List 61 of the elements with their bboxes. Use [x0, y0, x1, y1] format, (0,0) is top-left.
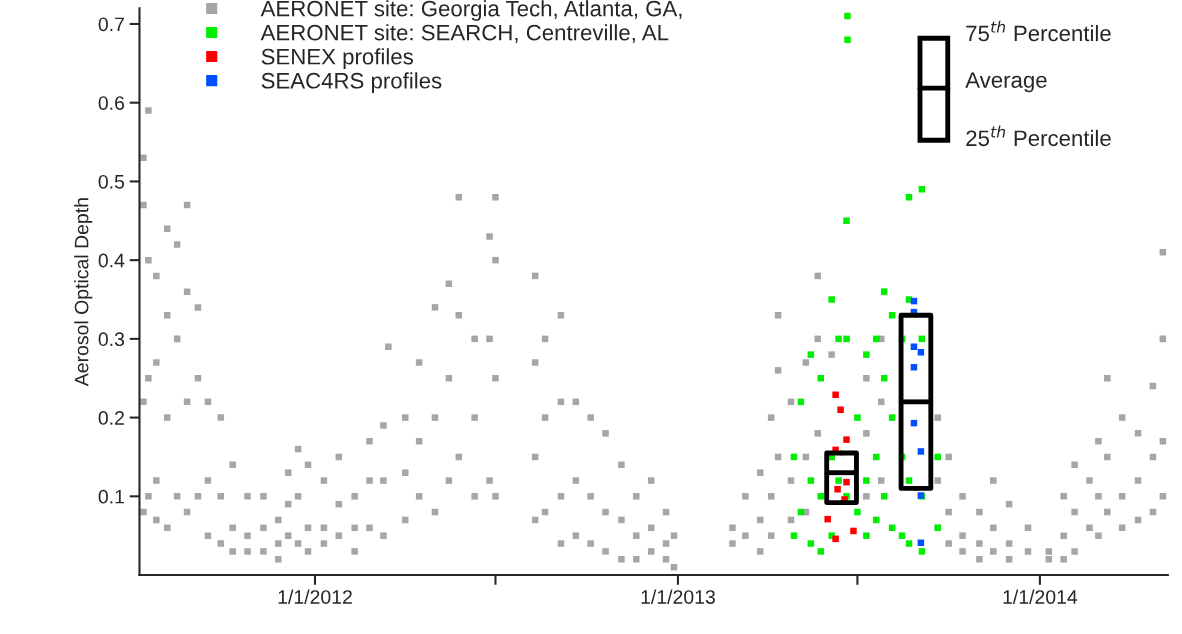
y-tick-label: 0.6: [98, 96, 125, 110]
y-tick-label: 0.2: [98, 411, 124, 425]
point: [854, 414, 861, 421]
point: [844, 12, 851, 20]
y-axis-title: Aerosol Optical Depth: [74, 198, 93, 387]
y-tick-label: 0.4: [98, 253, 125, 268]
point: [837, 406, 844, 413]
y-tick-label: 0.1: [98, 489, 124, 504]
point: [817, 548, 824, 555]
point: [843, 478, 850, 486]
y-tick-label: 0.5: [98, 174, 125, 189]
point: [873, 335, 880, 343]
point: [850, 527, 857, 535]
y-tick-label: 0.3: [98, 332, 125, 347]
point: [880, 493, 888, 500]
legend-label: AERONET site: SEARCH, Centreville, AL: [260, 24, 669, 44]
point: [835, 335, 842, 343]
legend-label: SEAC4RS profiles: [261, 72, 442, 93]
point: [873, 453, 880, 461]
point: [844, 36, 851, 43]
point: [905, 540, 913, 547]
point: [898, 532, 906, 539]
point: [832, 535, 839, 543]
point: [790, 532, 798, 539]
point: [918, 548, 926, 555]
point: [873, 516, 880, 524]
point: [807, 540, 815, 547]
point: [917, 349, 925, 356]
point: [834, 485, 841, 493]
point: [854, 508, 861, 516]
point: [817, 493, 824, 500]
annotation: 25$^{th}$ Percentile: [966, 125, 1111, 147]
legend-label: SENEX profiles: [261, 48, 413, 69]
point: [910, 343, 918, 350]
annotation: 75$^{th}$ Percentile: [966, 20, 1111, 42]
point: [843, 436, 850, 443]
point: [835, 477, 842, 484]
x-tick-label: 1/1/2014: [1003, 589, 1078, 604]
point: [888, 414, 896, 421]
point: [934, 453, 942, 461]
legend-label: AERONET site: Georgia Tech, Atlanta, GA,: [260, 0, 682, 21]
point: [888, 312, 896, 319]
point: [863, 477, 870, 484]
x-tick-label: 1/1/2012: [278, 589, 352, 604]
point: [863, 532, 870, 539]
point: [807, 477, 815, 484]
point: [863, 351, 870, 358]
point: [843, 217, 850, 225]
point: [828, 296, 835, 303]
x-tick-label: 1/1/2013: [641, 589, 715, 604]
y-tick-label: 0.7: [98, 17, 124, 32]
point: [807, 351, 815, 358]
point: [817, 374, 824, 382]
annotation: Average: [965, 72, 1047, 93]
point: [918, 186, 926, 193]
point: [917, 448, 925, 455]
point: [905, 477, 913, 484]
point: [880, 288, 888, 295]
point: [843, 335, 850, 343]
point: [824, 515, 831, 523]
point: [832, 391, 839, 399]
